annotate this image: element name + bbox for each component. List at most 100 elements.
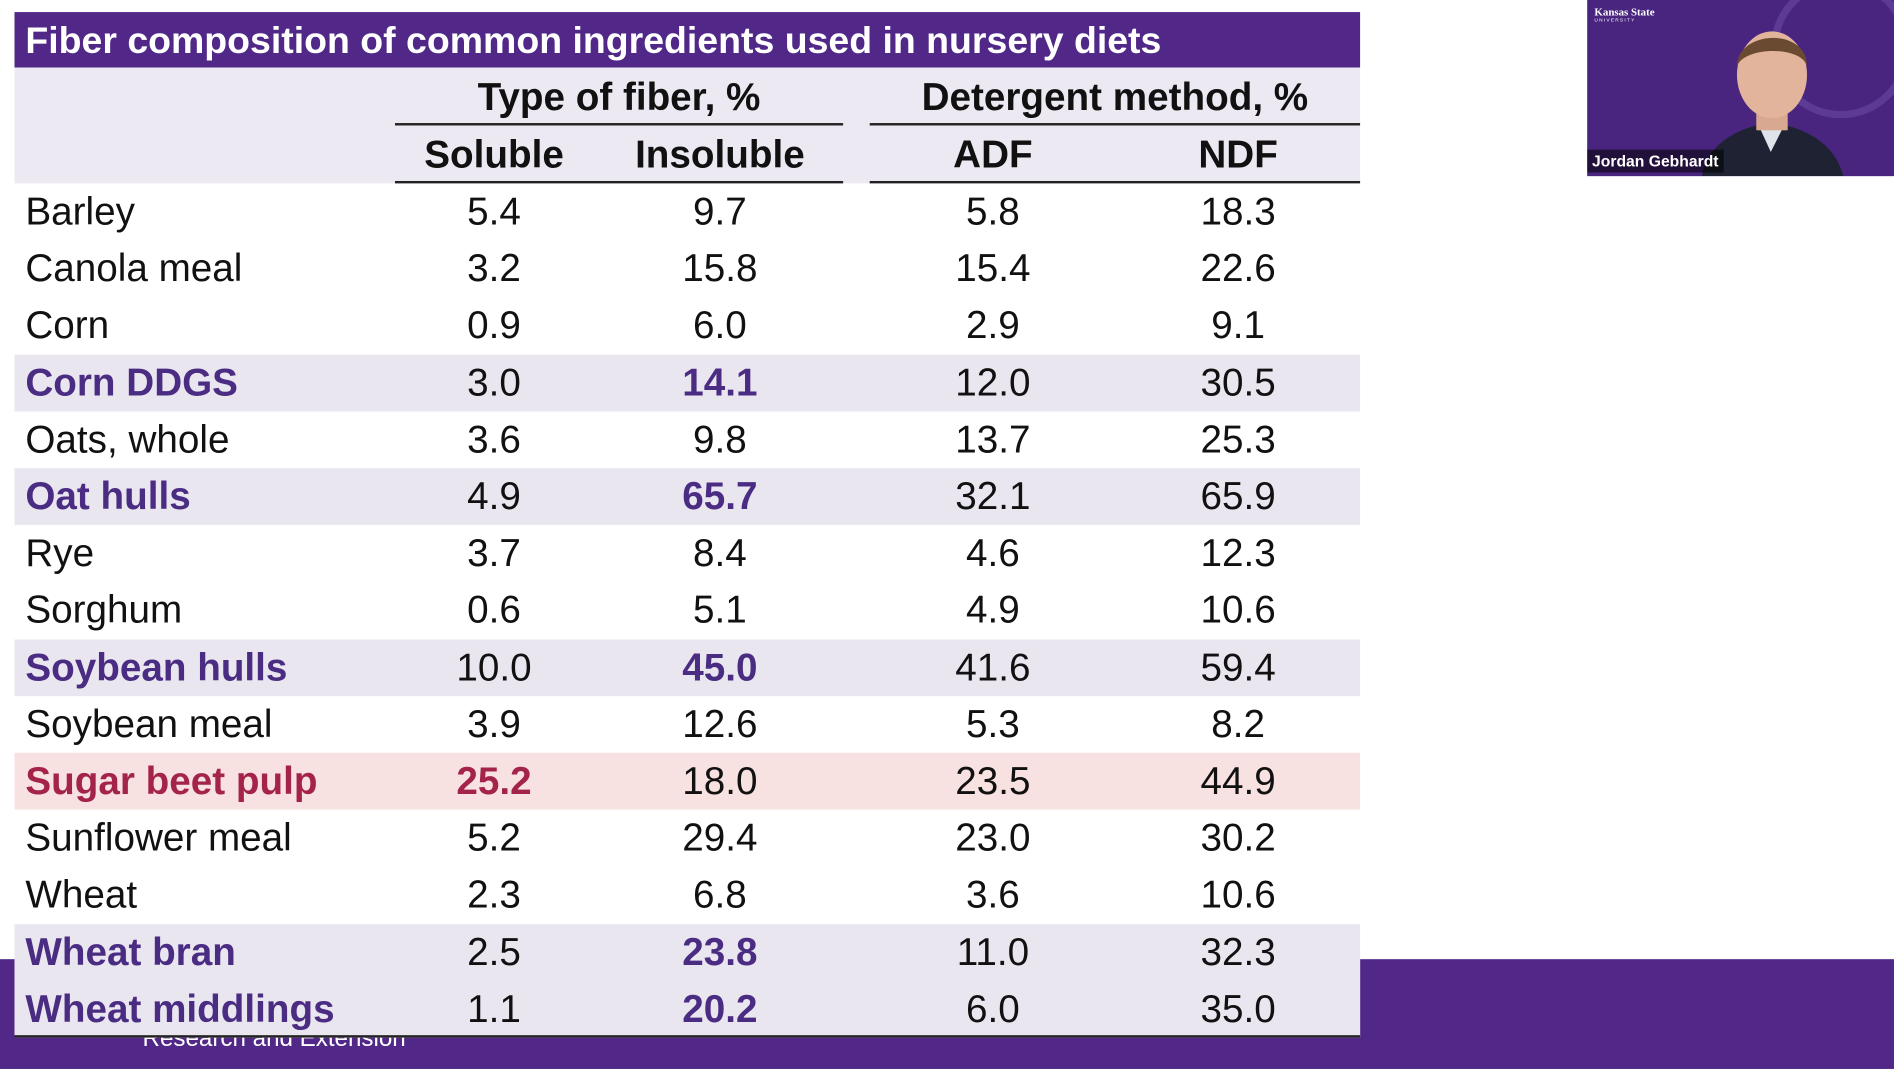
column-header: NDF xyxy=(1198,132,1278,177)
rule xyxy=(394,180,844,184)
ingredient-name: Oats, whole xyxy=(25,417,230,461)
table-value: 29.4 xyxy=(682,815,758,860)
ingredient-name: Sorghum xyxy=(25,588,183,632)
column-header: Soluble xyxy=(424,132,564,177)
table-value: 0.9 xyxy=(467,303,521,347)
table-value: 6.0 xyxy=(693,303,747,347)
ingredient-name: Wheat bran xyxy=(25,929,236,974)
participant-name: Jordan Gebhardt xyxy=(1587,149,1724,173)
table-row: Soybean hulls 10.0 45.0 41.6 59.4 xyxy=(14,638,1361,696)
table-value: 1.1 xyxy=(467,986,521,1031)
rule xyxy=(869,180,1361,184)
group-header: Type of fiber, % xyxy=(477,74,761,119)
table-row: Oat hulls 4.9 65.7 32.1 65.9 xyxy=(14,468,1361,525)
table-row: Sunflower meal 5.2 29.4 23.0 30.2 xyxy=(14,810,1360,867)
ingredient-name: Rye xyxy=(25,531,95,575)
table-value: 11.0 xyxy=(956,929,1030,974)
table-value: 3.2 xyxy=(467,246,521,290)
table-value: 3.6 xyxy=(966,872,1020,917)
table-value: 65.7 xyxy=(682,474,758,518)
ingredient-name: Canola meal xyxy=(25,246,243,290)
table-value: 3.7 xyxy=(467,531,521,575)
ingredient-name: Sunflower meal xyxy=(25,815,292,860)
table-value: 8.4 xyxy=(693,531,747,575)
ingredient-name: Sugar beet pulp xyxy=(25,758,318,803)
ingredient-name: Oat hulls xyxy=(25,474,191,518)
group-header: Detergent method, % xyxy=(921,74,1309,119)
participant-video xyxy=(1701,0,1894,177)
table-row: Wheat bran 2.5 23.8 11.0 32.3 xyxy=(14,923,1361,981)
table-value: 30.2 xyxy=(1200,815,1276,860)
table-value: 18.3 xyxy=(1200,189,1276,233)
table-value: 41.6 xyxy=(955,644,1031,689)
table-value: 22.6 xyxy=(1200,246,1276,290)
table-value: 4.9 xyxy=(467,474,521,518)
table-value: 13.7 xyxy=(955,417,1031,461)
table-value: 9.8 xyxy=(693,417,747,461)
table-value: 2.3 xyxy=(467,872,521,917)
table-value: 44.9 xyxy=(1200,758,1276,803)
table-row: Soybean meal 3.9 12.6 5.3 8.2 xyxy=(14,696,1360,753)
rule xyxy=(394,123,844,126)
ingredient-name: Barley xyxy=(25,189,135,233)
table-value: 35.0 xyxy=(1200,986,1276,1031)
table-value: 2.9 xyxy=(966,303,1020,347)
table-value: 12.6 xyxy=(682,701,758,746)
ingredient-name: Wheat middlings xyxy=(25,986,335,1031)
table-value: 8.2 xyxy=(1211,701,1265,746)
rule xyxy=(869,123,1361,126)
ingredient-name: Corn xyxy=(25,303,110,347)
table-value: 6.0 xyxy=(966,986,1020,1031)
table-value: 10.0 xyxy=(456,644,532,689)
table-value: 25.3 xyxy=(1200,417,1276,461)
table-value: 12.0 xyxy=(955,360,1031,404)
table-value: 4.6 xyxy=(966,531,1020,575)
table-value: 3.0 xyxy=(467,360,521,404)
table-value: 32.3 xyxy=(1200,929,1276,974)
table-value: 5.3 xyxy=(966,701,1020,746)
table-row: Corn DDGS 3.0 14.1 12.0 30.5 xyxy=(14,354,1361,411)
table-value: 59.4 xyxy=(1200,644,1276,689)
logo-subtext: UNIVERSITY xyxy=(1594,16,1636,23)
table-value: 30.5 xyxy=(1200,360,1276,404)
column-header: Insoluble xyxy=(635,132,805,177)
table-row: Sorghum 0.6 5.1 4.9 10.6 xyxy=(14,582,1360,639)
ingredient-name: Soybean hulls xyxy=(25,644,288,689)
table-row: Sugar beet pulp 25.2 18.0 23.5 44.9 xyxy=(14,752,1361,810)
table-value: 18.0 xyxy=(682,758,758,803)
ingredient-name: Soybean meal xyxy=(25,701,273,746)
table-value: 6.8 xyxy=(693,872,747,917)
table-value: 5.4 xyxy=(467,189,521,233)
slide-title: Fiber composition of common ingredients … xyxy=(14,12,1361,68)
table-value: 3.6 xyxy=(467,417,521,461)
fiber-table: Fiber composition of common ingredients … xyxy=(14,12,1361,1038)
table-value: 10.6 xyxy=(1200,872,1276,917)
table-value: 5.8 xyxy=(966,189,1020,233)
ingredient-name: Wheat xyxy=(25,872,138,917)
table-row: Oats, whole 3.6 9.8 13.7 25.3 xyxy=(14,411,1360,468)
table-value: 32.1 xyxy=(955,474,1031,518)
table-value: 15.4 xyxy=(955,246,1031,290)
table-value: 4.9 xyxy=(966,588,1020,632)
table-row: Wheat middlings 1.1 20.2 6.0 35.0 xyxy=(14,980,1361,1038)
table-value: 5.1 xyxy=(693,588,747,632)
webcam-tile: Kansas State UNIVERSITY Jordan Gebhardt xyxy=(1587,0,1894,177)
table-value: 9.1 xyxy=(1211,303,1265,347)
table-value: 0.6 xyxy=(467,588,521,632)
table-value: 23.0 xyxy=(955,815,1031,860)
table-value: 23.5 xyxy=(955,758,1031,803)
table-row: Rye 3.7 8.4 4.6 12.3 xyxy=(14,525,1360,582)
table-value: 14.1 xyxy=(682,360,758,404)
table-value: 3.9 xyxy=(467,701,521,746)
table-row: Wheat 2.3 6.8 3.6 10.6 xyxy=(14,867,1360,924)
table-value: 15.8 xyxy=(682,246,758,290)
table-value: 25.2 xyxy=(456,758,532,803)
column-header: ADF xyxy=(953,132,1033,177)
table-value: 5.2 xyxy=(467,815,521,860)
table-value: 2.5 xyxy=(467,929,521,974)
rule xyxy=(14,1035,1361,1038)
table-value: 9.7 xyxy=(693,189,747,233)
table-value: 12.3 xyxy=(1200,531,1276,575)
